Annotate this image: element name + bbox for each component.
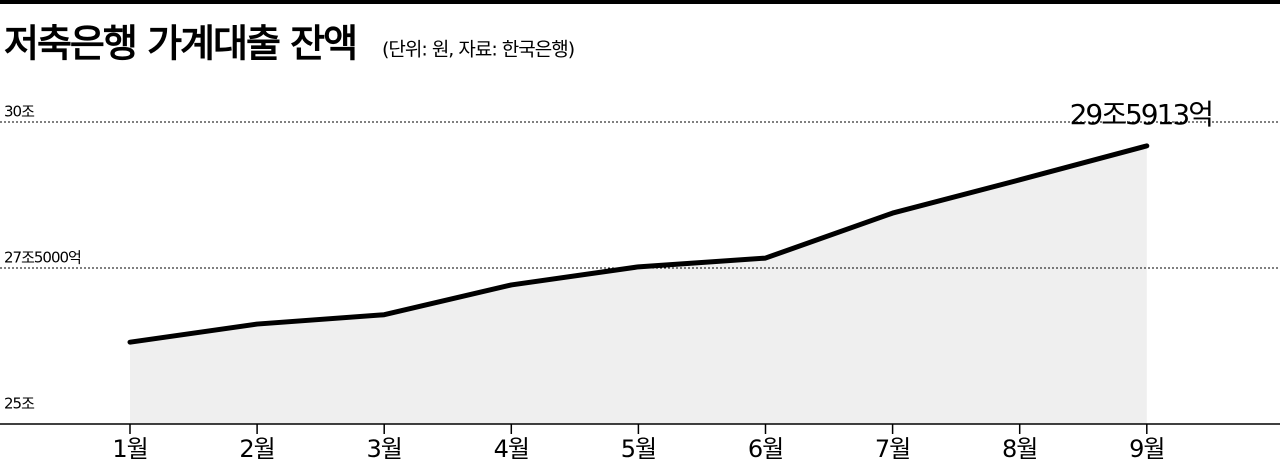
x-tick-label: 4월 [494,435,529,463]
x-tick-label: 9월 [1129,435,1164,463]
x-tick-label: 5월 [621,435,656,463]
x-tick-label: 1월 [112,435,147,463]
chart-title: 저축은행 가계대출 잔액 [4,22,356,66]
chart-subtitle: (단위: 원, 자료: 한국은행) [382,39,574,61]
x-tick-label: 7월 [875,435,910,463]
y-tick-label: 25조 [4,395,35,413]
x-tick-label: 6월 [748,435,783,463]
line [127,143,1150,345]
x-tick-label: 8월 [1002,435,1037,463]
x-tick-label: 2월 [239,435,274,463]
y-tick-label: 30조 [4,103,35,121]
top-border [0,0,1280,4]
x-tick-label: 3월 [367,435,402,463]
y-tick-label: 27조5000억 [4,249,81,267]
value-label: 29조5913억 [1070,98,1212,131]
